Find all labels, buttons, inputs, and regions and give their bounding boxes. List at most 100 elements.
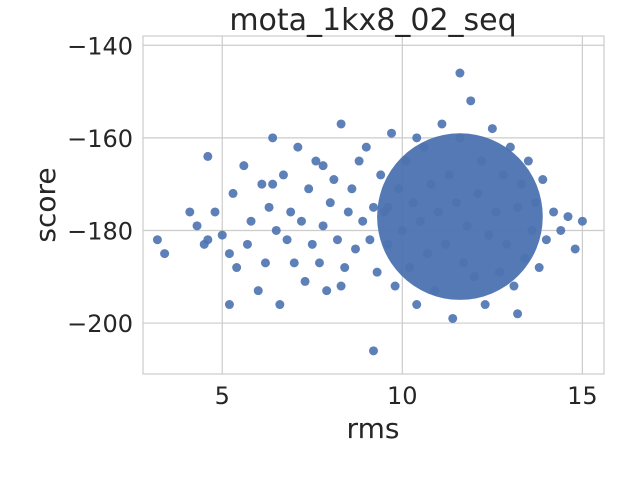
data-point [314, 258, 324, 268]
data-point [487, 124, 497, 134]
data-point [282, 235, 292, 245]
data-point [343, 207, 353, 217]
data-point [347, 184, 357, 194]
data-point [210, 207, 220, 217]
data-point [448, 313, 458, 323]
data-point [311, 156, 321, 166]
y-tick-label: −160 [67, 125, 133, 153]
x-tick-labels: 5 10 15 [215, 382, 598, 410]
data-point [480, 300, 490, 310]
data-point [160, 249, 170, 259]
data-point [466, 96, 476, 106]
data-point [318, 161, 328, 171]
data-point [451, 198, 461, 208]
chart-title: mota_1kx8_02_seq [229, 3, 516, 38]
plot-frame [142, 35, 605, 375]
data-point [495, 267, 505, 277]
data-point [491, 207, 501, 217]
data-point [300, 276, 310, 286]
data-point [444, 170, 454, 180]
data-point [473, 188, 483, 198]
data-point [455, 133, 465, 143]
y-tick-label: −180 [67, 217, 133, 245]
scatter-points [152, 68, 587, 356]
data-point [260, 258, 270, 268]
data-point [376, 170, 386, 180]
data-point [203, 151, 213, 161]
data-point [336, 281, 346, 291]
data-point [203, 235, 213, 245]
data-point [523, 156, 533, 166]
data-point [318, 221, 328, 231]
data-point [332, 235, 342, 245]
data-point [383, 202, 393, 212]
data-point [462, 221, 472, 231]
data-point [257, 179, 267, 189]
data-point [271, 225, 281, 235]
data-point [516, 179, 526, 189]
x-axis-label: rms [347, 412, 400, 445]
data-point [253, 286, 263, 296]
data-point [531, 198, 541, 208]
data-point [520, 253, 530, 263]
data-point [509, 281, 519, 291]
data-point [264, 202, 274, 212]
data-point [232, 263, 242, 273]
data-point [469, 272, 479, 282]
data-point [322, 286, 332, 296]
data-point [408, 198, 418, 208]
data-point [477, 156, 487, 166]
data-point [419, 142, 429, 152]
data-point [239, 161, 249, 171]
data-point [538, 175, 548, 185]
data-point [369, 202, 378, 212]
data-point [459, 258, 469, 268]
data-point [415, 216, 425, 226]
data-point [228, 188, 238, 198]
data-point [513, 202, 523, 212]
data-point [275, 300, 285, 310]
data-point [502, 239, 512, 249]
x-tick-label: 10 [387, 382, 418, 410]
data-point [423, 249, 433, 259]
data-point [441, 239, 451, 249]
data-point [387, 128, 397, 138]
data-point [397, 225, 407, 235]
y-tick-labels: −140 −160 −180 −200 [67, 32, 133, 338]
data-point [433, 207, 443, 217]
data-point [412, 133, 422, 143]
data-point [278, 170, 288, 180]
data-point [455, 68, 465, 78]
dense-point-cloud [377, 133, 543, 300]
data-point [246, 216, 256, 226]
data-point [192, 221, 202, 231]
data-point [505, 142, 515, 152]
data-point [437, 119, 447, 129]
data-point [361, 142, 371, 152]
data-point [286, 207, 296, 217]
data-point [293, 142, 303, 152]
dense-cluster [377, 133, 543, 300]
data-point [563, 212, 573, 222]
data-point [296, 216, 306, 226]
data-point [242, 239, 252, 249]
data-point [307, 239, 317, 249]
data-point [217, 230, 227, 240]
data-point [372, 267, 382, 277]
data-point [329, 175, 339, 185]
data-point [289, 258, 299, 268]
data-point [430, 286, 440, 296]
data-point [534, 263, 544, 273]
data-point [358, 216, 368, 226]
data-point [570, 244, 580, 254]
y-tick-label: −140 [67, 32, 133, 60]
data-point [405, 263, 415, 273]
data-point [369, 346, 378, 356]
data-point [354, 156, 364, 166]
data-point [152, 235, 162, 245]
data-point [224, 249, 234, 259]
x-tick-label: 5 [215, 382, 230, 410]
data-point [340, 263, 350, 273]
data-point [390, 281, 400, 291]
